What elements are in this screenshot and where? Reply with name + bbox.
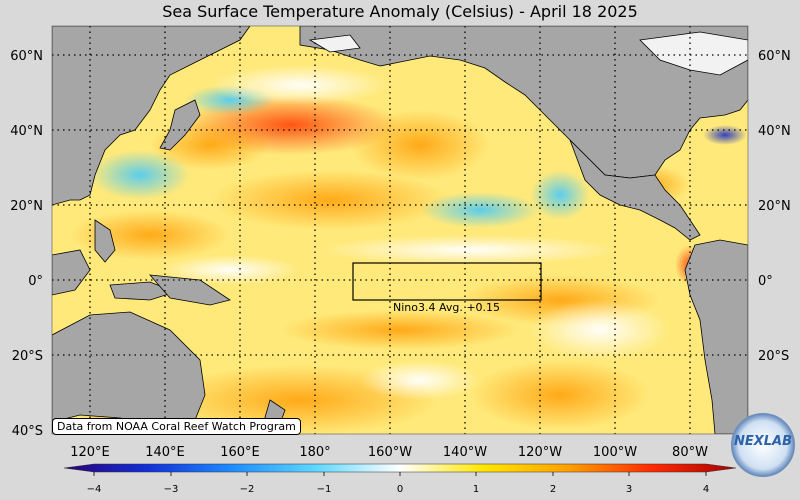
lat-label: 20°N — [10, 199, 43, 214]
colorbar-bar — [63, 463, 737, 473]
colorbar-tick-label: 4 — [703, 484, 709, 495]
lat-label: 0° — [28, 274, 43, 289]
map-plot-area — [52, 26, 748, 434]
colorbar-tick-label: −4 — [87, 484, 102, 495]
lon-label: 140°E — [145, 445, 185, 460]
colorbar-tick-label: 2 — [550, 484, 556, 495]
lat-label: 60°N — [758, 49, 791, 64]
colorbar-tick-label: −1 — [317, 484, 332, 495]
colorbar-tick-label: −3 — [164, 484, 179, 495]
colorbar: −4 −3 −2 −1 0 1 2 3 4 — [63, 463, 737, 495]
lon-label: 160°E — [220, 445, 260, 460]
lon-label: 80°W — [672, 445, 708, 460]
lat-label: 40°N — [758, 124, 791, 139]
source-note: Data from NOAA Coral Reef Watch Program — [52, 418, 301, 435]
lat-label: 40°N — [10, 124, 43, 139]
lon-label: 140°W — [443, 445, 487, 460]
map-title: Sea Surface Temperature Anomaly (Celsius… — [162, 2, 638, 21]
lon-label: 120°W — [518, 445, 562, 460]
colorbar-tick-label: 3 — [626, 484, 632, 495]
nino34-box — [352, 262, 542, 301]
nino34-label: Nino3.4 Avg. +0.15 — [393, 301, 501, 314]
lon-label: 180° — [299, 445, 330, 460]
lon-label: 120°E — [70, 445, 110, 460]
colorbar-tick-label: 1 — [473, 484, 479, 495]
lon-label: 100°W — [593, 445, 637, 460]
lat-labels-left: 60°N 40°N 20°N 0° 20°S 40°S — [10, 49, 43, 439]
lat-label: 20°S — [12, 349, 43, 364]
lat-label: 60°N — [10, 49, 43, 64]
colorbar-tick-label: −2 — [240, 484, 255, 495]
colorbar-tick-label: 0 — [397, 484, 403, 495]
lat-label: 20°N — [758, 199, 791, 214]
logo-text: NEXLAB — [733, 434, 793, 449]
lat-label: 20°S — [758, 349, 789, 364]
lon-label: 160°W — [368, 445, 412, 460]
nexlab-logo[interactable]: NEXLAB — [731, 413, 795, 477]
map-frame — [51, 25, 749, 435]
lat-label: 40°S — [12, 424, 43, 439]
lat-label: 0° — [758, 274, 773, 289]
graticule — [52, 26, 748, 434]
lat-labels-right: 60°N 40°N 20°N 0° 20°S — [758, 49, 791, 364]
lon-labels: 120°E 140°E 160°E 180° 160°W 140°W 120°W… — [70, 445, 708, 460]
